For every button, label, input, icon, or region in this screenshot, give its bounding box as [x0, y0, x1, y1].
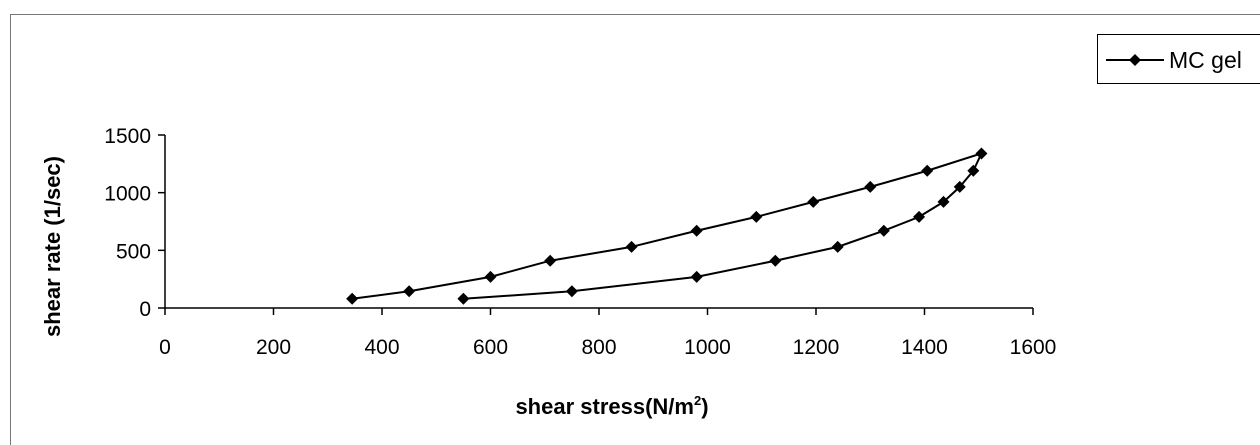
- x-tick-label: 1200: [793, 336, 840, 359]
- data-point: [864, 180, 877, 193]
- x-tick-label: 0: [159, 336, 171, 359]
- y-axis-title: shear rate (1/sec): [40, 156, 65, 337]
- data-point: [750, 210, 763, 223]
- y-tick-label: 1000: [104, 183, 151, 206]
- legend-label: MC gel: [1169, 47, 1242, 73]
- chart-frame: [10, 14, 1260, 445]
- data-point: [807, 195, 820, 208]
- data-point: [877, 224, 890, 237]
- data-point: [690, 224, 703, 237]
- x-tick-label: 1600: [1010, 336, 1057, 359]
- y-tick-label: 500: [116, 240, 151, 263]
- data-point: [690, 270, 703, 283]
- data-point: [913, 210, 926, 223]
- data-point: [457, 292, 470, 305]
- data-point: [544, 254, 557, 267]
- data-point: [565, 285, 578, 298]
- data-point: [953, 180, 966, 193]
- x-tick-label: 800: [581, 336, 616, 359]
- data-point: [625, 240, 638, 253]
- data-point: [484, 270, 497, 283]
- series-line: [352, 151, 984, 300]
- y-tick-label: 0: [139, 298, 151, 321]
- data-point: [346, 292, 359, 305]
- legend: MC gel: [1097, 34, 1260, 84]
- data-point: [769, 254, 782, 267]
- data-point: [831, 240, 844, 253]
- x-axis-title-text: shear stress(N/m: [515, 394, 694, 419]
- y-tick-label: 1500: [104, 125, 151, 148]
- data-point: [403, 285, 416, 298]
- x-tick-label: 1400: [901, 336, 948, 359]
- data-point: [937, 195, 950, 208]
- x-tick-label: 600: [473, 336, 508, 359]
- x-tick-label: 400: [364, 336, 399, 359]
- x-axis-title-suffix: ): [701, 394, 708, 419]
- data-point: [921, 164, 934, 177]
- axes: 0 200 400 600 800 1000 1200 1400 1600 0 500 1000 150…: [104, 125, 1056, 359]
- series-layer: [346, 147, 988, 305]
- legend-marker-icon: [1106, 54, 1164, 66]
- data-point: [967, 164, 980, 177]
- x-axis-title: shear stress(N/m2): [515, 393, 708, 419]
- x-tick-label: 1000: [684, 336, 731, 359]
- x-axis-title-superscript: 2: [694, 393, 701, 408]
- data-point: [975, 147, 988, 160]
- x-tick-label: 200: [256, 336, 291, 359]
